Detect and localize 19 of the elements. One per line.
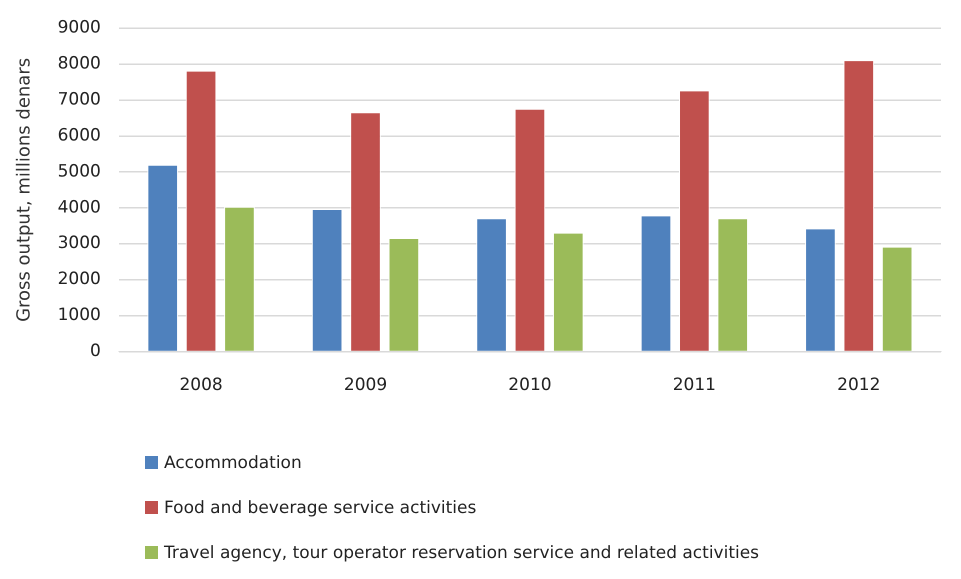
y-tick-label: 2000: [58, 269, 101, 290]
x-tick-label: 2009: [344, 375, 388, 396]
y-tick-label: 7000: [58, 89, 101, 110]
y-tick-label: 0: [90, 341, 101, 362]
y-axis-title: Gross output, millions denars: [13, 58, 34, 322]
x-tick-label: 2008: [179, 375, 223, 396]
y-tick-label: 9000: [58, 18, 101, 38]
y-tick-label: 3000: [58, 233, 101, 254]
y-tick-label: 6000: [58, 125, 101, 146]
x-tick-label: 2010: [508, 375, 552, 396]
legend-label: Travel agency, tour operator reservation service and related activities: [164, 542, 760, 562]
y-tick-label: 4000: [58, 197, 101, 218]
legend-label: Food and beverage service activities: [164, 498, 476, 518]
y-tick-label: 5000: [58, 161, 101, 182]
y-tick-label: 1000: [58, 305, 101, 326]
x-tick-label: 2011: [672, 375, 716, 396]
legend-label: Accommodation: [164, 452, 302, 472]
x-tick-label: 2012: [837, 375, 880, 396]
y-tick-label: 8000: [58, 54, 101, 74]
